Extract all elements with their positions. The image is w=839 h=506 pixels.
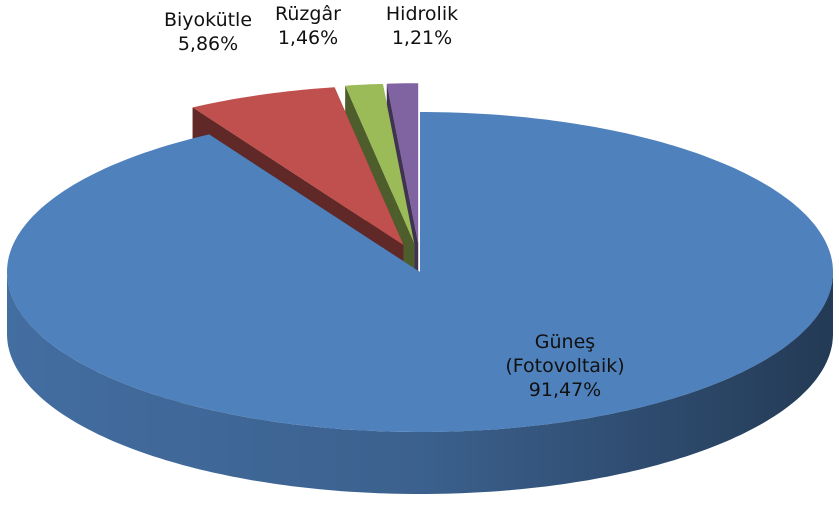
slice [345, 83, 415, 244]
category-label: Hidrolik [385, 3, 459, 25]
value-label: 1,46% [277, 27, 339, 49]
value-label: 5,86% [177, 33, 239, 55]
slice [7, 112, 833, 432]
data-label: Hidrolik 1,21% [377, 2, 467, 50]
data-label: Rüzgâr 1,46% [268, 2, 348, 50]
value-label: 91,47% [528, 379, 602, 401]
value-label: 1,21% [391, 27, 453, 49]
data-label: Biyokütle 5,86% [148, 8, 268, 56]
category-label: Biyokütle [163, 9, 253, 31]
category-label: Güneş (Fotovoltaik) [505, 331, 625, 377]
slice [192, 87, 404, 245]
data-label: Güneş (Fotovoltaik) 91,47% [480, 330, 650, 402]
slice [386, 83, 419, 244]
category-label: Rüzgâr [275, 3, 341, 25]
slice-side-shade [7, 272, 833, 494]
